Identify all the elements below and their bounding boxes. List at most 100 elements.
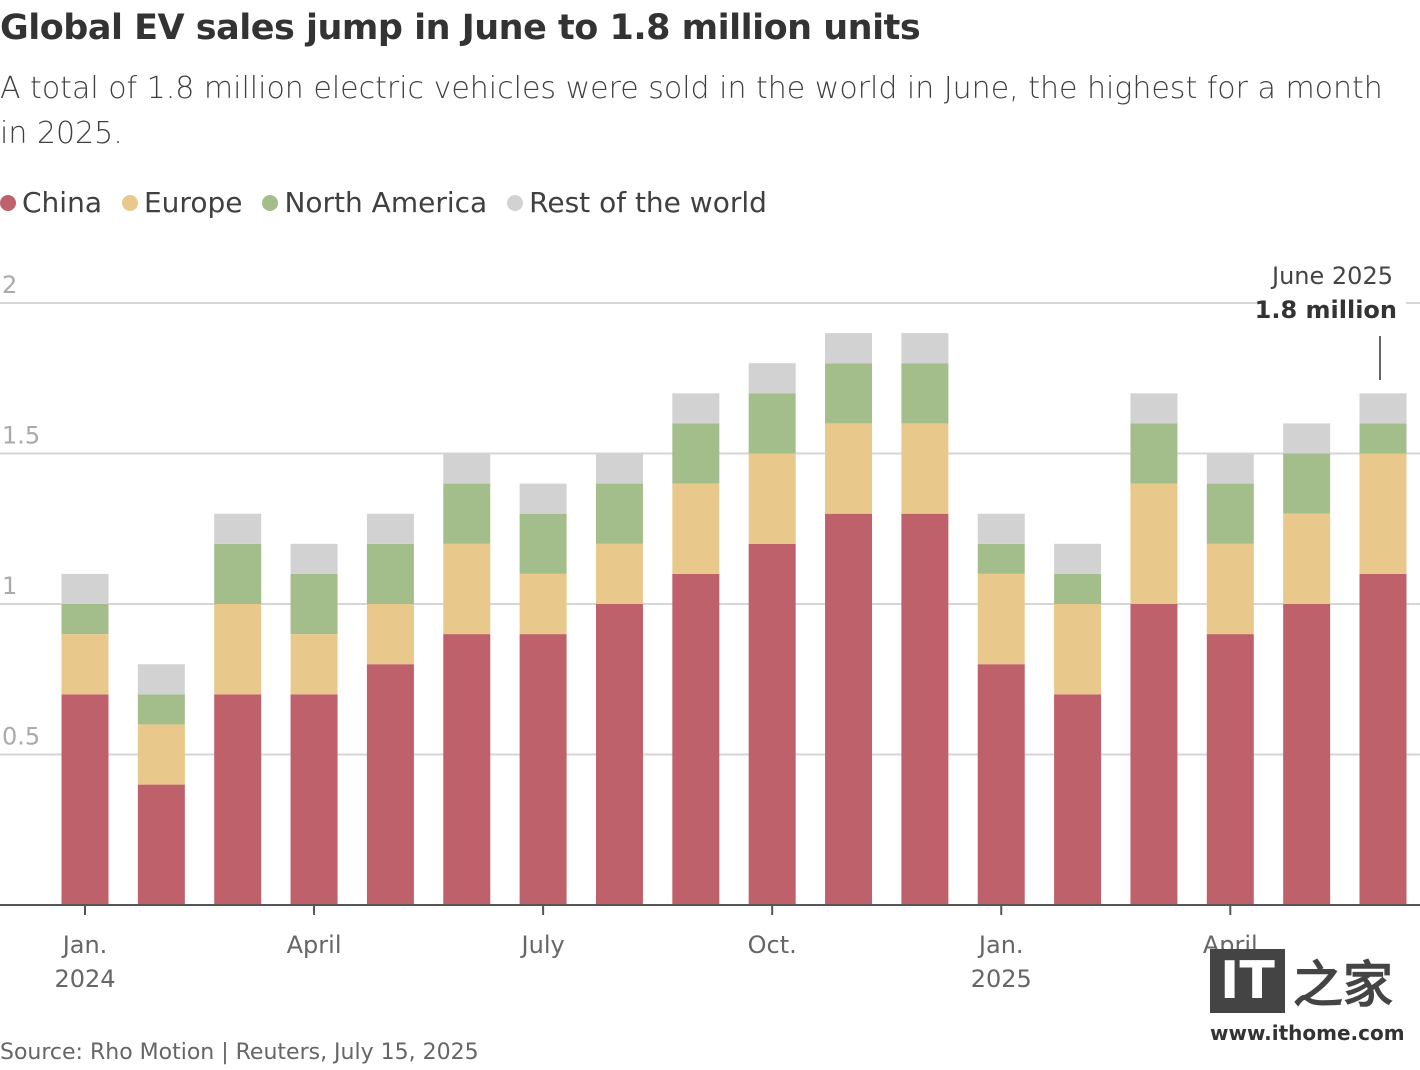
bar-segment-europe xyxy=(214,604,262,695)
bar-segment-china xyxy=(672,573,720,905)
bar-segment-north-america xyxy=(595,483,643,544)
bar-segment-rest-of-the-world xyxy=(977,513,1025,544)
x-tick-label: Jan. xyxy=(977,931,1024,959)
bar-segment-north-america xyxy=(290,573,338,635)
legend-dot-icon xyxy=(0,194,16,211)
chart-title: Global EV sales jump in June to 1.8 mill… xyxy=(0,8,921,48)
bar-segment-north-america xyxy=(1283,453,1331,514)
x-tick-year-label: 2024 xyxy=(54,965,115,993)
x-tick-label: July xyxy=(520,931,565,959)
bar-segment-rest-of-the-world xyxy=(1359,393,1407,424)
legend-dot-icon xyxy=(121,194,138,211)
bar-segment-china xyxy=(61,694,109,905)
bar-segment-europe xyxy=(443,543,491,635)
bar-segment-north-america xyxy=(977,543,1025,574)
annotation-date: June 2025 xyxy=(1270,262,1393,290)
bar-segment-rest-of-the-world xyxy=(61,573,109,604)
bar-segment-china xyxy=(137,784,185,905)
bar-segment-china xyxy=(901,513,949,905)
watermark: IT 之家 www.ithome.com xyxy=(1210,945,1405,1045)
bar-segment-rest-of-the-world xyxy=(825,333,873,364)
bar-segment-rest-of-the-world xyxy=(214,513,262,544)
bar-segment-china xyxy=(290,694,338,905)
y-tick-label: 2 xyxy=(2,271,17,299)
bar-segment-europe xyxy=(1283,513,1331,604)
legend-label: North America xyxy=(284,186,488,219)
bar-segment-china xyxy=(519,634,567,905)
bar-segment-rest-of-the-world xyxy=(519,483,567,514)
bar-segment-north-america xyxy=(1130,423,1178,484)
legend-label: China xyxy=(22,186,102,219)
bar-segment-europe xyxy=(61,634,109,695)
y-tick-label: 0.5 xyxy=(2,723,40,751)
source-note: Source: Rho Motion | Reuters, July 15, 2… xyxy=(0,1040,479,1065)
bar-segment-europe xyxy=(366,604,414,665)
bar-segment-china xyxy=(366,664,414,905)
bar-segment-north-america xyxy=(825,363,873,424)
bar-segment-china xyxy=(1130,604,1178,905)
bar-segment-china xyxy=(1054,694,1102,905)
bar-segment-china xyxy=(1359,573,1407,905)
bar-segment-china xyxy=(214,694,262,905)
bar-segment-rest-of-the-world xyxy=(672,393,720,424)
bar-segment-north-america xyxy=(748,393,796,454)
bar-segment-rest-of-the-world xyxy=(1283,423,1331,454)
x-tick-year-label: 2025 xyxy=(971,965,1032,993)
x-tick-label: April xyxy=(287,931,342,959)
bar-segment-north-america xyxy=(901,363,949,424)
bar-segment-china xyxy=(595,604,643,905)
x-tick-label: Oct. xyxy=(748,931,797,959)
legend-label: Rest of the world xyxy=(529,186,767,219)
legend-item-china: China xyxy=(0,186,102,219)
bar-segment-north-america xyxy=(137,694,185,725)
bar-segment-europe xyxy=(290,634,338,695)
bar-segment-north-america xyxy=(366,543,414,604)
bar-segment-rest-of-the-world xyxy=(1130,393,1178,424)
bar-segment-china xyxy=(443,634,491,905)
bar-segment-china xyxy=(825,513,873,905)
bar-segment-europe xyxy=(1130,483,1178,604)
y-tick-label: 1.5 xyxy=(2,422,40,450)
bar-segment-china xyxy=(1206,634,1254,905)
bar-segment-north-america xyxy=(672,423,720,484)
legend-item-north-america: North America xyxy=(262,186,487,219)
bar-segment-europe xyxy=(519,573,567,635)
bar-segment-europe xyxy=(901,423,949,514)
bar-segment-europe xyxy=(748,453,796,544)
watermark-url: www.ithome.com xyxy=(1210,1021,1405,1045)
bar-segment-north-america xyxy=(1359,423,1407,454)
bar-segment-rest-of-the-world xyxy=(595,453,643,484)
bar-segment-europe xyxy=(825,423,873,514)
bar-segment-north-america xyxy=(214,543,262,604)
bar-segment-rest-of-the-world xyxy=(290,543,338,574)
annotation-background xyxy=(1266,292,1406,322)
legend-item-europe: Europe xyxy=(121,186,242,219)
watermark-logo: IT 之家 xyxy=(1210,945,1405,1017)
bar-segment-rest-of-the-world xyxy=(366,513,414,544)
legend-dot-icon xyxy=(507,194,524,211)
bar-segment-china xyxy=(748,543,796,905)
bar-segment-north-america xyxy=(61,604,109,635)
chart-subtitle: A total of 1.8 million electric vehicles… xyxy=(0,71,1383,151)
bar-segment-europe xyxy=(672,483,720,574)
bar-segment-north-america xyxy=(443,483,491,544)
bar-segment-europe xyxy=(137,724,185,785)
bar-segment-north-america xyxy=(1054,573,1102,604)
bar-segment-rest-of-the-world xyxy=(1054,543,1102,574)
bar-segment-north-america xyxy=(1206,483,1254,544)
bar-segment-rest-of-the-world xyxy=(137,664,185,695)
annotation-value: 1.8 million xyxy=(1255,296,1397,324)
y-tick-label: 1 xyxy=(2,572,17,600)
bar-segment-europe xyxy=(977,573,1025,665)
bar-segment-europe xyxy=(595,543,643,604)
legend: China Europe North America Rest of the w… xyxy=(0,186,767,219)
x-tick-label: Jan. xyxy=(61,931,108,959)
bar-segment-europe xyxy=(1206,543,1254,635)
bar-segment-europe xyxy=(1054,604,1102,695)
bar-segment-china xyxy=(977,664,1025,905)
bar-segment-rest-of-the-world xyxy=(748,363,796,394)
bar-segment-rest-of-the-world xyxy=(901,333,949,364)
legend-item-rest: Rest of the world xyxy=(507,186,767,219)
